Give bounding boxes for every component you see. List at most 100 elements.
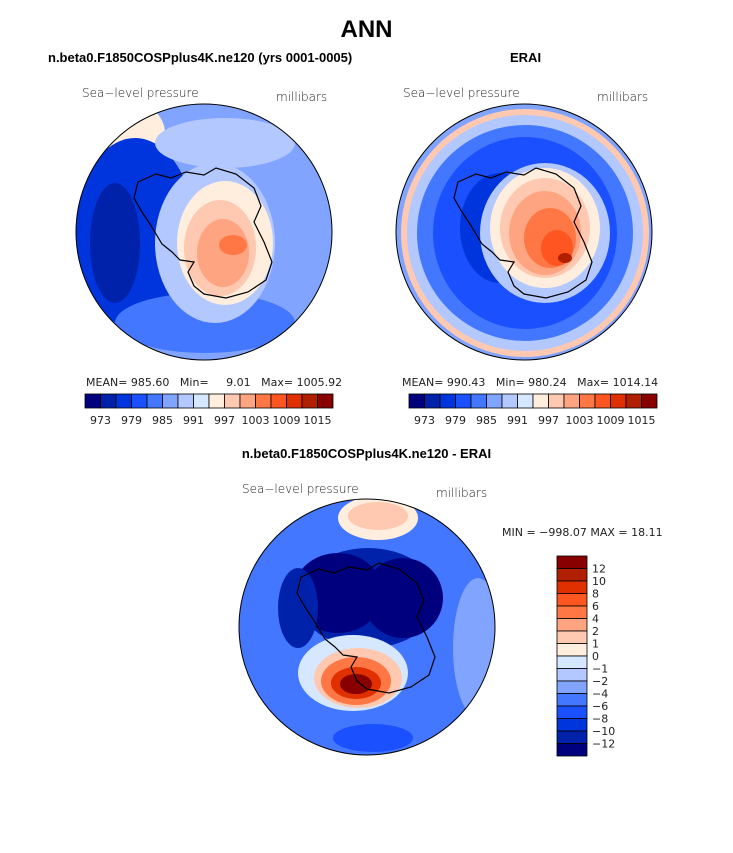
- panel1-title: n.beta0.F1850COSPplus4K.ne120 (yrs 0001-…: [48, 50, 353, 65]
- colorbar-tick-label: 979: [445, 414, 466, 427]
- colorbar-box: [486, 393, 503, 409]
- colorbar-box: [563, 393, 580, 409]
- colorbar-box: [317, 393, 334, 409]
- colorbar-tick-label: 1015: [628, 414, 656, 427]
- contour-fill: [396, 104, 652, 360]
- colorbar-box: [177, 393, 194, 409]
- colorbar-box: [470, 393, 487, 409]
- panel1-units-label: millibars: [276, 90, 328, 104]
- contour-region: [348, 502, 408, 530]
- colorbar-box: [556, 568, 588, 582]
- max-label: Max=: [577, 376, 610, 389]
- contour-fill: [239, 499, 495, 755]
- panel1-map: [75, 103, 333, 361]
- colorbar-box: [556, 680, 588, 694]
- colorbar-box: [84, 393, 101, 409]
- colorbar-box: [579, 393, 596, 409]
- map-boundary: [75, 103, 333, 361]
- colorbar-box: [556, 705, 588, 719]
- colorbar-box: [224, 393, 241, 409]
- contour-region: [278, 568, 318, 648]
- colorbar-box: [193, 393, 210, 409]
- antarctica-coastline: [296, 562, 436, 694]
- min-value: 980.24: [528, 376, 567, 389]
- mean-label: MEAN=: [402, 376, 444, 389]
- colorbar-tick-label: −1: [592, 663, 608, 676]
- panel1-variable-label: Sea−level pressure: [82, 86, 199, 100]
- min-label: Min=: [179, 376, 209, 389]
- max-label: Max=: [261, 376, 294, 389]
- colorbar-tick-label: 991: [183, 414, 204, 427]
- colorbar-tick-label: 1003: [242, 414, 270, 427]
- panel2-units-label: millibars: [597, 90, 649, 104]
- colorbar-box: [556, 593, 588, 607]
- colorbar-box: [556, 630, 588, 644]
- colorbar-box: [556, 668, 588, 682]
- colorbar-box: [408, 393, 425, 409]
- colorbar-box: [301, 393, 318, 409]
- panel2-stats: MEAN= 990.43 Min= 980.24 Max= 1014.14: [402, 376, 658, 389]
- antarctica-coastline: [133, 167, 273, 299]
- panel2-title: ERAI: [510, 50, 542, 65]
- colorbar-tick-label: 10: [592, 575, 606, 588]
- colorbar-tick-label: 12: [592, 563, 606, 576]
- colorbar-box: [625, 393, 642, 409]
- colorbar-tick-label: 973: [90, 414, 111, 427]
- colorbar-box: [517, 393, 534, 409]
- mean-value: 985.60: [130, 376, 170, 389]
- colorbar-tick-label: 6: [592, 600, 599, 613]
- colorbar-box: [556, 655, 588, 669]
- panel3-variable-label: Sea−level pressure: [242, 482, 359, 496]
- colorbar-box: [556, 555, 588, 569]
- colorbar-box: [455, 393, 472, 409]
- colorbar-tick-label: 991: [507, 414, 528, 427]
- colorbar-tick-label: 985: [152, 414, 173, 427]
- mean-label: MEAN=: [86, 376, 128, 389]
- colorbar-box: [100, 393, 117, 409]
- panel2-map: [395, 103, 653, 361]
- colorbar-tick-label: −12: [592, 738, 615, 751]
- colorbar-box: [208, 393, 225, 409]
- colorbar-box: [162, 393, 179, 409]
- colorbar-tick-label: −4: [592, 688, 608, 701]
- min-label: Min=: [495, 376, 525, 389]
- colorbar-box: [239, 393, 256, 409]
- colorbar-box: [556, 580, 588, 594]
- panel3-title: n.beta0.F1850COSPplus4K.ne120 - ERAI: [241, 446, 492, 461]
- colorbar-box: [556, 730, 588, 744]
- colorbar-tick-label: 985: [476, 414, 497, 427]
- contour-region: [340, 674, 372, 694]
- colorbar-tick-label: 979: [121, 414, 142, 427]
- colorbar-box: [556, 718, 588, 732]
- map-boundary: [395, 103, 653, 361]
- antarctica-coastline: [453, 167, 593, 299]
- colorbar-tick-label: 997: [214, 414, 235, 427]
- panel3-stats: MIN = −998.07 MAX = 18.11: [502, 526, 663, 539]
- colorbar-box: [641, 393, 658, 409]
- colorbar-box: [439, 393, 456, 409]
- panel3-units-label: millibars: [436, 486, 488, 500]
- colorbar-box: [501, 393, 518, 409]
- contour-region: [155, 118, 295, 168]
- colorbar-tick-label: −8: [592, 713, 608, 726]
- colorbar-box: [548, 393, 565, 409]
- map-boundary: [238, 498, 496, 756]
- colorbar-tick-label: −10: [592, 725, 615, 738]
- min-value: 9.01: [226, 376, 251, 389]
- colorbar-box: [556, 743, 588, 757]
- colorbar-box: [131, 393, 148, 409]
- colorbar-box: [556, 618, 588, 632]
- colorbar-tick-label: 997: [538, 414, 559, 427]
- panel2-variable-label: Sea−level pressure: [403, 86, 520, 100]
- panel1-stats: MEAN= 985.60 Min= 9.01 Max= 1005.92: [86, 376, 342, 389]
- colorbar-tick-label: 1015: [304, 414, 332, 427]
- panel3-map: [238, 498, 496, 756]
- colorbar-tick-label: 4: [592, 613, 599, 626]
- max-value: 1014.14: [612, 376, 659, 389]
- panel1-colorbar: 973 979 985 991 997 1003 1009 1015: [84, 393, 334, 427]
- contour-region: [333, 724, 413, 752]
- colorbar-box: [146, 393, 163, 409]
- colorbar-box: [286, 393, 303, 409]
